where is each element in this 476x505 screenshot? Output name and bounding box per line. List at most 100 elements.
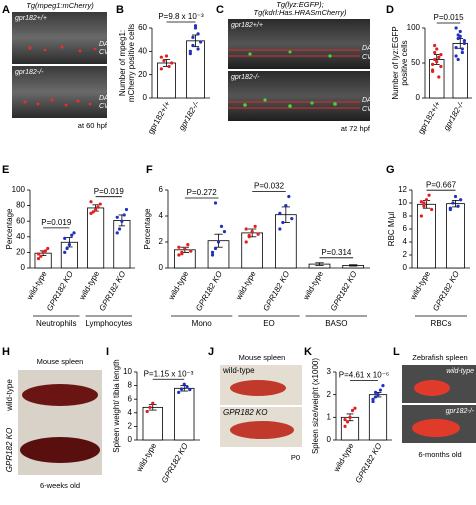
data-point [456,57,460,62]
p-value: P=0.032 [254,182,285,191]
panel-letter: C [216,4,224,16]
data-point [376,393,380,397]
y-tick-label: 1 [327,412,332,421]
data-point [247,233,251,238]
genotype-label: wild-type [446,368,474,375]
caption: 6-months old [418,450,461,459]
p-value: P=0.272 [187,188,218,197]
caption: 6-weeks old [40,481,80,490]
image [12,66,107,118]
y-axis-label: Percentage [5,208,14,249]
data-point [177,390,181,394]
panel-letter: K [304,346,312,358]
y-tick-label: 0 [21,263,26,272]
data-point [419,214,423,218]
data-point [456,33,460,37]
caption: at 72 hpf [341,124,371,133]
data-point [287,194,291,199]
data-point [122,213,126,217]
y-tick-label: 12 [398,185,407,194]
data-point [253,224,257,228]
data-point [115,231,119,235]
data-point [186,243,190,247]
bar [241,232,264,269]
genotype-label: GPR182 KO [5,428,14,472]
data-point [430,62,435,66]
spleen [22,384,98,406]
genotype-label: wild-type [5,379,14,412]
data-point [219,224,224,228]
data-point [278,211,282,215]
data-point [63,250,67,254]
genotype-label: gpr182-/- [231,74,260,81]
data-point [451,201,455,205]
data-point [456,204,460,208]
y-tick-label: 2 [403,250,408,259]
data-point [422,204,426,208]
data-point [70,233,74,237]
data-point [36,252,41,256]
data-point [72,231,76,235]
x-tick-label: GPR182 KO [45,270,75,313]
data-point [381,384,385,388]
data-point [177,253,181,257]
data-point [430,69,435,73]
data-point [371,399,375,404]
data-point [422,201,426,205]
data-point [462,39,467,43]
data-point [170,61,174,65]
data-point [188,49,192,53]
group-label: Lymphocytes [85,319,132,328]
data-point [222,230,227,234]
spleen [414,380,450,396]
y-tick-label: 10 [398,198,407,207]
x-tick-label: wild-type [77,269,101,302]
data-point [278,227,282,231]
data-point [433,57,437,62]
genotype-label: gpr182+/+ [15,15,47,22]
y-tick-label: 2 [159,237,164,246]
y-axis-label: Number of mpeg1: [118,30,127,96]
data-point [65,246,69,251]
p-value: P=0.015 [433,13,464,22]
cells [23,45,97,107]
data-point [43,249,48,253]
panel-letter: G [386,164,395,176]
data-point [36,257,41,261]
data-point [145,409,149,414]
y-axis-label: Percentage [143,208,152,249]
y-tick-label: 0 [143,93,148,102]
genotype-label: wild-type [222,366,255,375]
genotype-label: gpr182+/+ [231,22,263,29]
data-point [89,211,93,215]
y-tick-label: 40 [138,46,147,55]
genotype-label: GPR182 KO [223,408,267,417]
data-point [210,250,215,254]
panel-letter: I [106,346,109,358]
y-tick-label: 100 [12,185,26,194]
data-point [162,59,166,63]
data-point [148,405,152,409]
panel-title: Mouse spleen [239,353,286,362]
data-point [159,55,163,59]
panel-title: Zebrafish spleen [412,353,467,362]
y-axis-label: RBC M/µl [387,212,396,247]
genotype-label: gpr182-/- [15,69,44,76]
data-point [39,254,43,258]
data-point [199,40,203,44]
bar [174,387,195,441]
data-point [159,67,163,71]
x-tick-label: GPR182 KO [354,442,384,485]
data-point [164,54,169,58]
group-label: RBCs [431,319,452,328]
data-point [437,75,441,79]
y-tick-label: 0 [403,263,408,272]
data-point [191,35,195,39]
x-tick-label: wild-type [331,441,355,474]
data-point [353,406,357,410]
x-tick-label: GPR182 KO [160,442,190,485]
data-point [180,252,184,256]
p-value: P=1.15 x 10⁻³ [144,369,194,378]
data-point [424,198,429,202]
